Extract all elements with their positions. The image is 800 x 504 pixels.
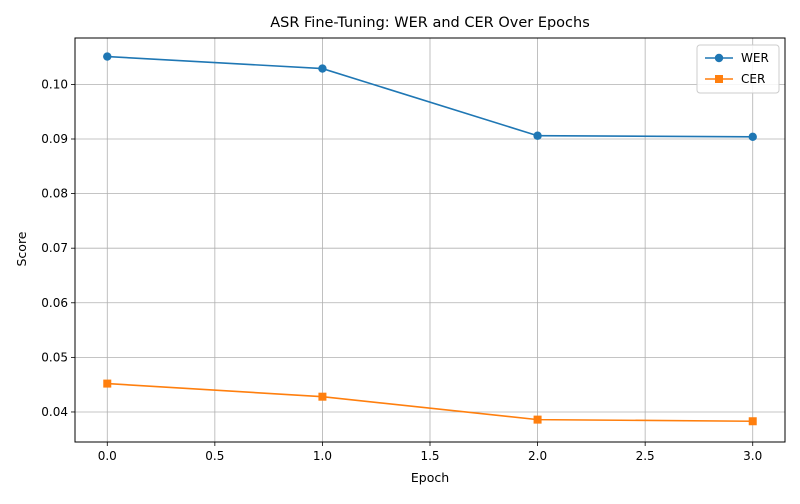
y-axis-label: Score xyxy=(14,231,29,266)
wer-point xyxy=(748,132,757,142)
wer-point xyxy=(533,131,542,140)
cer-point xyxy=(748,417,757,426)
cer-line xyxy=(107,382,753,423)
legend-wer-marker xyxy=(714,53,724,63)
y-axis-ticks: 0.04 0.05 0.06 0.07 0.08 0.09 0.10 xyxy=(41,77,75,419)
wer-point xyxy=(103,52,112,61)
y-tick-label: 0.07 xyxy=(41,241,68,255)
legend-cer-label: CER xyxy=(741,72,765,86)
x-tick-label: 2.5 xyxy=(636,449,655,463)
series-group xyxy=(103,52,757,426)
y-tick-label: 0.08 xyxy=(41,187,68,201)
x-tick-label: 0.5 xyxy=(205,449,224,463)
legend-wer-label: WER xyxy=(741,51,769,65)
x-tick-label: 0.0 xyxy=(98,449,117,463)
plot-area-frame xyxy=(74,37,786,443)
x-tick-label: 1.0 xyxy=(313,449,332,463)
cer-point xyxy=(533,415,542,424)
cer-point xyxy=(318,392,327,401)
x-tick-label: 2.0 xyxy=(528,449,547,463)
legend: WER CER xyxy=(696,44,780,94)
wer-line xyxy=(107,55,753,138)
x-tick-label: 1.5 xyxy=(420,449,439,463)
y-tick-label: 0.10 xyxy=(41,77,68,91)
legend-cer-marker xyxy=(715,75,723,83)
cer-series xyxy=(103,379,757,426)
cer-point xyxy=(103,379,112,388)
y-tick-label: 0.04 xyxy=(41,405,68,419)
y-tick-label: 0.06 xyxy=(41,296,68,310)
y-tick-label: 0.05 xyxy=(41,350,68,364)
x-tick-label: 3.0 xyxy=(743,449,762,463)
wer-series xyxy=(103,52,757,142)
x-axis-ticks: 0.0 0.5 1.0 1.5 2.0 2.5 3.0 xyxy=(98,442,762,463)
y-tick-label: 0.09 xyxy=(41,132,68,146)
chart-title: ASR Fine-Tuning: WER and CER Over Epochs xyxy=(270,15,590,31)
x-axis-label: Epoch xyxy=(411,470,449,485)
grid xyxy=(75,38,785,442)
wer-point xyxy=(318,64,327,73)
